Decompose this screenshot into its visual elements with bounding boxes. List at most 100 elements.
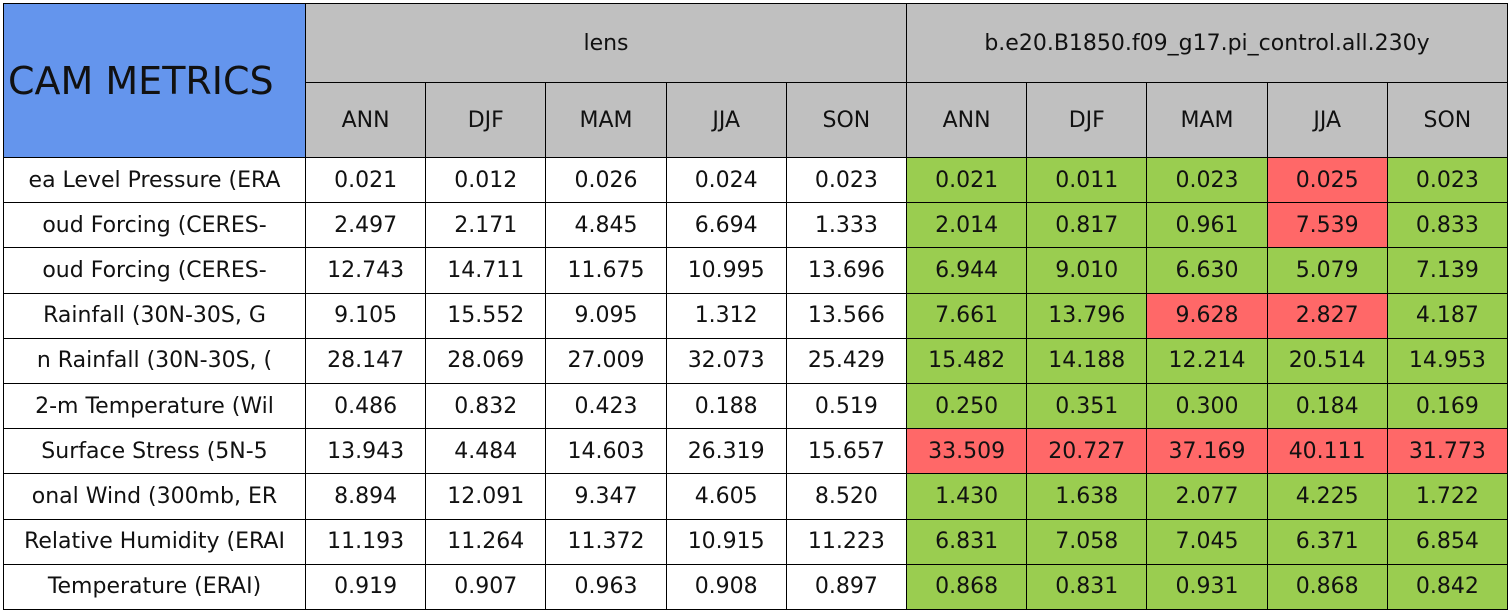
value-cell: 0.024 [665, 157, 787, 204]
value-cell: 6.854 [1386, 518, 1508, 565]
row-label: Relative Humidity (ERAI [3, 518, 306, 565]
row-label: oud Forcing (CERES- [3, 202, 306, 249]
value-cell: 0.907 [425, 563, 547, 610]
value-cell: 20.514 [1266, 337, 1388, 384]
column-header: JJA [665, 82, 787, 158]
value-cell: 2.171 [425, 202, 547, 249]
value-cell: 2.014 [906, 202, 1028, 249]
row-label: Rainfall (30N-30S, G [3, 292, 306, 339]
value-cell: 0.026 [545, 157, 667, 204]
value-cell: 27.009 [545, 337, 667, 384]
group-header: b.e20.B1850.f09_g17.pi_control.all.230y [906, 3, 1508, 83]
value-cell: 25.429 [785, 337, 907, 384]
value-cell: 0.423 [545, 383, 667, 430]
value-cell: 13.943 [305, 428, 427, 475]
row-label: n Rainfall (30N-30S, ( [3, 337, 306, 384]
value-cell: 14.188 [1026, 337, 1148, 384]
value-cell: 0.832 [425, 383, 547, 430]
value-cell: 0.023 [785, 157, 907, 204]
row-label: onal Wind (300mb, ER [3, 473, 306, 520]
value-cell: 1.638 [1026, 473, 1148, 520]
column-header: MAM [1146, 82, 1268, 158]
value-cell: 0.023 [1146, 157, 1268, 204]
value-cell: 2.077 [1146, 473, 1268, 520]
value-cell: 13.566 [785, 292, 907, 339]
value-cell: 28.069 [425, 337, 547, 384]
value-cell: 12.214 [1146, 337, 1268, 384]
value-cell: 1.430 [906, 473, 1028, 520]
value-cell: 0.012 [425, 157, 547, 204]
value-cell: 9.628 [1146, 292, 1268, 339]
value-cell: 33.509 [906, 428, 1028, 475]
value-cell: 10.915 [665, 518, 787, 565]
value-cell: 7.058 [1026, 518, 1148, 565]
value-cell: 15.552 [425, 292, 547, 339]
value-cell: 26.319 [665, 428, 787, 475]
value-cell: 32.073 [665, 337, 787, 384]
value-cell: 14.603 [545, 428, 667, 475]
value-cell: 7.539 [1266, 202, 1388, 249]
row-label: Surface Stress (5N-5 [3, 428, 306, 475]
value-cell: 0.519 [785, 383, 907, 430]
value-cell: 7.139 [1386, 247, 1508, 294]
column-header: SON [1386, 82, 1508, 158]
value-cell: 12.743 [305, 247, 427, 294]
value-cell: 0.931 [1146, 563, 1268, 610]
value-cell: 8.520 [785, 473, 907, 520]
value-cell: 6.944 [906, 247, 1028, 294]
column-header: JJA [1266, 82, 1388, 158]
value-cell: 0.184 [1266, 383, 1388, 430]
value-cell: 1.312 [665, 292, 787, 339]
value-cell: 13.796 [1026, 292, 1148, 339]
value-cell: 14.953 [1386, 337, 1508, 384]
value-cell: 28.147 [305, 337, 427, 384]
value-cell: 0.021 [906, 157, 1028, 204]
row-label: Temperature (ERAI) [3, 563, 306, 610]
value-cell: 0.961 [1146, 202, 1268, 249]
value-cell: 0.868 [1266, 563, 1388, 610]
column-header: DJF [425, 82, 547, 158]
value-cell: 10.995 [665, 247, 787, 294]
value-cell: 0.868 [906, 563, 1028, 610]
value-cell: 9.095 [545, 292, 667, 339]
value-cell: 0.250 [906, 383, 1028, 430]
value-cell: 31.773 [1386, 428, 1508, 475]
value-cell: 4.225 [1266, 473, 1388, 520]
value-cell: 2.497 [305, 202, 427, 249]
row-label: 2-m Temperature (Wil [3, 383, 306, 430]
value-cell: 4.484 [425, 428, 547, 475]
row-label: oud Forcing (CERES- [3, 247, 306, 294]
value-cell: 0.023 [1386, 157, 1508, 204]
value-cell: 0.169 [1386, 383, 1508, 430]
value-cell: 9.105 [305, 292, 427, 339]
value-cell: 0.817 [1026, 202, 1148, 249]
value-cell: 0.919 [305, 563, 427, 610]
value-cell: 1.722 [1386, 473, 1508, 520]
value-cell: 8.894 [305, 473, 427, 520]
value-cell: 0.300 [1146, 383, 1268, 430]
value-cell: 7.045 [1146, 518, 1268, 565]
value-cell: 0.963 [545, 563, 667, 610]
value-cell: 7.661 [906, 292, 1028, 339]
value-cell: 6.831 [906, 518, 1028, 565]
value-cell: 20.727 [1026, 428, 1148, 475]
value-cell: 2.827 [1266, 292, 1388, 339]
value-cell: 1.333 [785, 202, 907, 249]
value-cell: 9.010 [1026, 247, 1148, 294]
value-cell: 0.833 [1386, 202, 1508, 249]
column-header: MAM [545, 82, 667, 158]
value-cell: 6.630 [1146, 247, 1268, 294]
value-cell: 6.371 [1266, 518, 1388, 565]
group-header: lens [305, 3, 907, 83]
value-cell: 6.694 [665, 202, 787, 249]
value-cell: 11.372 [545, 518, 667, 565]
title-cell: CAM METRICS [3, 3, 306, 158]
value-cell: 4.605 [665, 473, 787, 520]
column-header: DJF [1026, 82, 1148, 158]
value-cell: 14.711 [425, 247, 547, 294]
row-label: ea Level Pressure (ERA [3, 157, 306, 204]
value-cell: 13.696 [785, 247, 907, 294]
column-header: SON [785, 82, 907, 158]
value-cell: 0.842 [1386, 563, 1508, 610]
